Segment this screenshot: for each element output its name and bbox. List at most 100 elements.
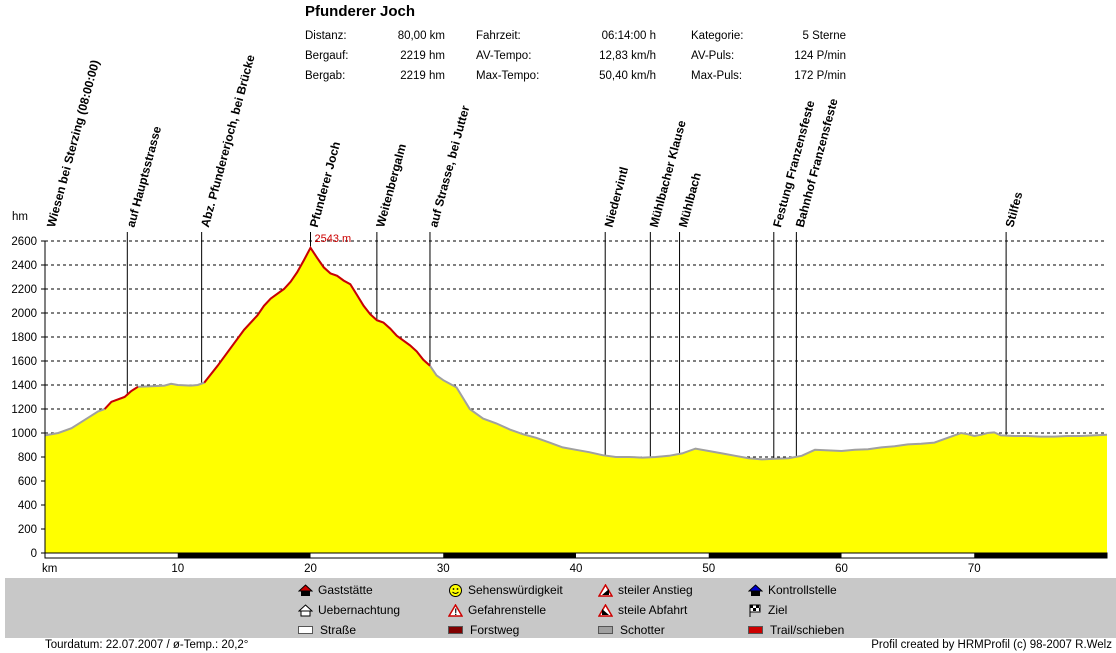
- x-tick-label: 70: [968, 563, 981, 575]
- house-red-roof-icon: [297, 583, 314, 597]
- y-tick-label: 1400: [11, 380, 37, 392]
- stat-value: 172 P/min: [794, 70, 846, 82]
- legend-label: Uebernachtung: [318, 603, 401, 617]
- footer-credit: Profil created by HRMProfil (c) 98-2007 …: [871, 639, 1112, 651]
- y-tick-label: 2400: [11, 260, 37, 272]
- y-tick-label: 0: [31, 548, 37, 560]
- legend-label: Forstweg: [470, 623, 520, 637]
- checkpoint-icon: [747, 583, 764, 597]
- waypoint-label: Weitenbergalm: [373, 142, 409, 229]
- legend-label: steiler Anstieg: [618, 583, 693, 597]
- stat-value: 124 P/min: [794, 50, 846, 62]
- y-tick-label: 2000: [11, 308, 37, 320]
- x-axis-band-segment: [177, 553, 311, 558]
- legend-item: Trail/schieben: [748, 623, 844, 637]
- x-axis-band-segment: [443, 553, 576, 558]
- legend-label: Gaststätte: [318, 583, 373, 597]
- x-axis-unit-label: km: [42, 563, 57, 575]
- legend-label: Trail/schieben: [770, 623, 845, 637]
- stat-value: 2219 hm: [400, 50, 445, 62]
- x-axis-band-segment: [708, 553, 842, 558]
- stat-value: 80,00 km: [398, 30, 445, 42]
- chart-title: Pfunderer Joch: [305, 3, 415, 20]
- elevation-profile-chart: Pfunderer Joch Distanz: 80,00 km Bergauf: 2…: [11, 3, 1108, 575]
- y-tick-label: 2200: [11, 284, 37, 296]
- steep-ascent-icon: [597, 583, 614, 597]
- smiley-icon: [448, 583, 463, 597]
- profile-area: 2543 m: [44, 233, 1108, 554]
- legend-item: Kontrollstelle: [747, 583, 837, 597]
- legend-label: Gefahrenstelle: [468, 603, 547, 617]
- legend: [5, 578, 1116, 638]
- legend-label: Schotter: [620, 623, 665, 637]
- stat-label: AV-Puls:: [691, 50, 734, 62]
- gravel-swatch-icon: [598, 626, 613, 634]
- y-tick-label: 1200: [11, 404, 37, 416]
- stat-label: Max-Tempo:: [476, 70, 539, 82]
- stat-value: 12,83 km/h: [599, 50, 656, 62]
- stat-label: AV-Tempo:: [476, 50, 531, 62]
- stat-label: Fahrzeit:: [476, 30, 521, 42]
- legend-label: Kontrollstelle: [768, 583, 837, 597]
- x-axis-band-segment: [974, 553, 1107, 558]
- y-tick-label: 600: [18, 476, 37, 488]
- waypoint-label: auf Strasse, bei Jutter: [426, 104, 472, 229]
- finish-flag-icon: [748, 604, 763, 617]
- legend-item: Schotter: [598, 623, 665, 637]
- legend-item: steiler Anstieg: [597, 583, 693, 597]
- waypoint-label: Niedervintl: [602, 165, 632, 229]
- y-tick-label: 800: [18, 452, 37, 464]
- legend-label: Sehenswürdigkeit: [468, 583, 563, 597]
- warning-exclamation-icon: !: [447, 603, 464, 617]
- y-tick-label: 1800: [11, 332, 37, 344]
- x-tick-label: 10: [171, 563, 184, 575]
- waypoint-label: auf Hauptsstrasse: [124, 124, 165, 228]
- legend-item: Straße: [298, 623, 356, 637]
- y-tick-label: 2600: [11, 236, 37, 248]
- x-tick-label: 50: [702, 563, 715, 575]
- tour-stats: Distanz: 80,00 km Bergauf: 2219 hm Bergab: 22…: [305, 30, 846, 82]
- legend-item: Uebernachtung: [297, 603, 401, 617]
- stat-label: Max-Puls:: [691, 70, 742, 82]
- legend-item: Gaststätte: [297, 583, 373, 597]
- x-tick-label: 40: [570, 563, 583, 575]
- y-tick-label: 200: [18, 524, 37, 536]
- stat-label: Kategorie:: [691, 30, 743, 42]
- legend-label: Ziel: [768, 603, 788, 617]
- stat-label: Bergab:: [305, 70, 345, 82]
- stat-value: 50,40 km/h: [599, 70, 656, 82]
- forestroad-swatch-icon: [448, 626, 463, 634]
- hut-icon: [297, 603, 314, 617]
- legend-item: Ziel: [748, 603, 787, 617]
- legend-item: Sehenswürdigkeit: [448, 583, 563, 597]
- trail-swatch-icon: [748, 626, 763, 634]
- stat-label: Distanz:: [305, 30, 347, 42]
- footer-tour-date: Tourdatum: 22.07.2007 / ø-Temp.: 20,2°: [45, 639, 249, 651]
- peak-label: 2543 m: [315, 233, 352, 245]
- elevation-area: [45, 247, 1107, 554]
- legend-label: Straße: [320, 623, 357, 637]
- y-axis-unit-label: hm: [12, 211, 28, 223]
- legend-label: steile Abfahrt: [618, 603, 688, 617]
- waypoint-label: Mühlbach: [676, 171, 704, 229]
- axes: 0 200 400 600 800 1000 1200 1400 1600 1800 2000 220…: [11, 236, 1108, 575]
- elevation-line-trail: [103, 385, 139, 410]
- steep-descent-icon: [597, 603, 614, 617]
- stat-value: 2219 hm: [400, 70, 445, 82]
- waypoint-label: Stilfes: [1002, 190, 1025, 229]
- road-swatch-icon: [298, 626, 313, 634]
- legend-item: Forstweg: [448, 623, 519, 637]
- stat-value: 06:14:00 h: [602, 30, 656, 42]
- stat-value: 5 Sterne: [803, 30, 846, 42]
- waypoint-label: Abz. Pfundererjoch, bei Brücke: [198, 53, 258, 229]
- legend-item: ! Gefahrenstelle: [447, 603, 547, 617]
- elevation-line-trail: [203, 245, 431, 384]
- y-tick-label: 1000: [11, 428, 37, 440]
- x-tick-label: 20: [304, 563, 317, 575]
- waypoint-label: Pfunderer Joch: [307, 140, 343, 229]
- x-tick-label: 60: [835, 563, 848, 575]
- y-tick-label: 400: [18, 500, 37, 512]
- legend-item: steile Abfahrt: [597, 603, 688, 617]
- y-tick-label: 1600: [11, 356, 37, 368]
- waypoint-label: Wiesen bei Sterzing (08:00:00): [44, 58, 102, 228]
